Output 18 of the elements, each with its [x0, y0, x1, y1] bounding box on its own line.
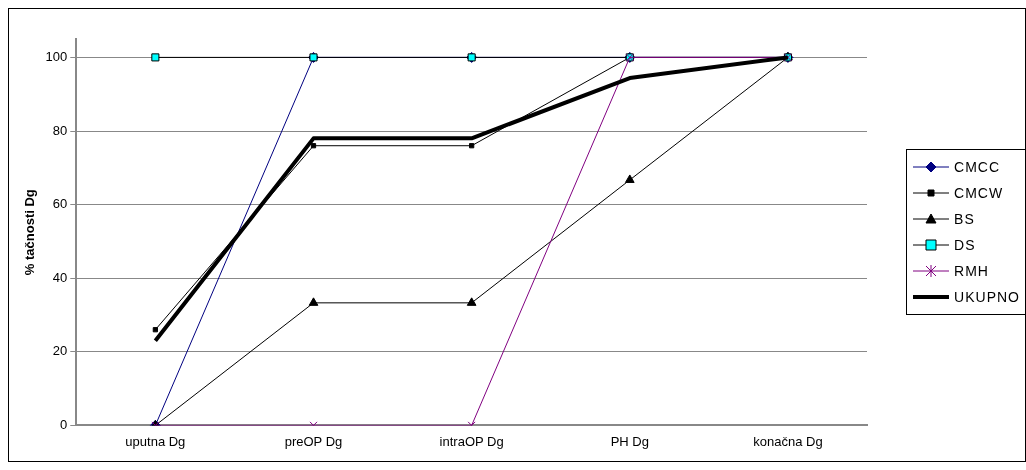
x-tick-label: konačna Dg [753, 433, 823, 449]
legend-label: UKUPNO [954, 289, 1020, 305]
legend-label: CMCW [954, 185, 1004, 201]
y-tick-label: 100 [45, 48, 68, 64]
legend-label: RMH [954, 263, 989, 279]
x-tick-label: preOP Dg [284, 433, 343, 449]
y-tick-label: 40 [52, 269, 68, 285]
y-tick-label: 80 [52, 122, 68, 138]
x-tick-label: uputna Dg [125, 433, 186, 449]
y-tick-label: 60 [52, 196, 68, 212]
x-tick-label: intraOP Dg [439, 433, 504, 449]
legend-label: CMCC [954, 159, 1001, 175]
y-tick-label: 20 [52, 343, 68, 359]
legend-label: DS [954, 237, 976, 253]
y-tick-label: 0 [60, 416, 68, 432]
legend-label: BS [954, 211, 975, 227]
y-axis-title: % tačnosti Dg [22, 189, 38, 276]
x-tick-label: PH Dg [610, 433, 649, 449]
